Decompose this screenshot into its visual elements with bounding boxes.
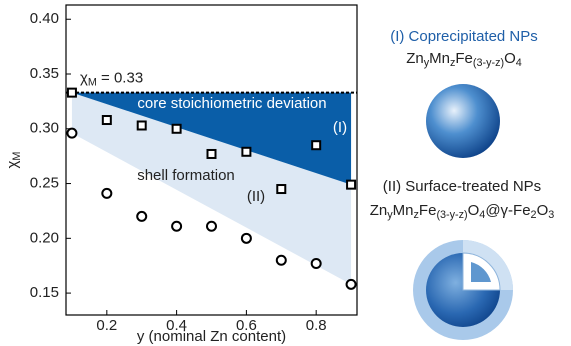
square-marker [208, 150, 216, 158]
circle-marker [242, 234, 251, 243]
formula: ZnyMnzFe(3-y-z)O4@γ-Fe2O3 [370, 202, 555, 221]
text-part: χ [4, 160, 21, 168]
square-marker [138, 121, 146, 129]
square-marker [277, 185, 285, 193]
text-part: (3-y-z) [473, 57, 504, 69]
circle-marker [137, 212, 146, 221]
y-tick-label: 0.25 [30, 175, 59, 192]
annotation: core stoichiometric deviation [137, 95, 326, 112]
text-part: = 0.33 [97, 70, 143, 87]
text-part: O [504, 50, 516, 67]
x-tick-label: 0.8 [306, 317, 327, 334]
square-marker [103, 116, 111, 124]
annotation: (II) [247, 188, 265, 205]
circle-marker [347, 280, 356, 289]
square-marker [173, 125, 181, 133]
text-part: M [11, 152, 23, 161]
text-part: M [88, 76, 97, 88]
text-part: Zn [406, 50, 424, 67]
circle-marker [207, 222, 216, 231]
panel-title: (I) Coprecipitated NPs [390, 28, 538, 45]
text-part: O [537, 202, 549, 219]
text-part: χ [80, 70, 88, 87]
text-part: Zn [370, 202, 388, 219]
text-part: Fe [455, 50, 473, 67]
text-part: Mn [429, 50, 450, 67]
annotation: (I) [333, 119, 347, 136]
reference-label: χM = 0.33 [80, 70, 143, 89]
y-tick-label: 0.35 [30, 65, 59, 82]
x-axis-label: y (nominal Zn content) [137, 328, 286, 345]
figure: χM = 0.33core stoichiometric deviation(I… [0, 0, 571, 346]
x-tick-label: 0.2 [96, 317, 117, 334]
panel-title: (II) Surface-treated NPs [383, 178, 541, 195]
y-tick-label: 0.30 [30, 120, 59, 137]
annotation: shell formation [137, 167, 235, 184]
text-part: (3-y-z) [436, 209, 467, 221]
text-part: O [468, 202, 480, 219]
circle-marker [102, 189, 111, 198]
circle-marker [277, 256, 286, 265]
square-marker [68, 89, 76, 97]
text-part: Mn [393, 202, 414, 219]
nanoparticle-sphere [426, 84, 500, 158]
text-part: 4 [516, 57, 522, 69]
formula: ZnyMnzFe(3-y-z)O4 [406, 50, 522, 69]
square-marker [242, 148, 250, 156]
circle-marker [67, 129, 76, 138]
y-tick-label: 0.20 [30, 229, 59, 246]
y-tick-label: 0.15 [30, 284, 59, 301]
square-marker [347, 181, 355, 189]
circle-marker [312, 259, 321, 268]
y-tick-label: 0.40 [30, 10, 59, 27]
text-part: @γ-Fe [485, 202, 530, 219]
text-part: Fe [419, 202, 437, 219]
circle-marker [172, 222, 181, 231]
square-marker [312, 141, 320, 149]
y-axis-label: χM [4, 152, 23, 169]
text-part: 3 [548, 209, 554, 221]
